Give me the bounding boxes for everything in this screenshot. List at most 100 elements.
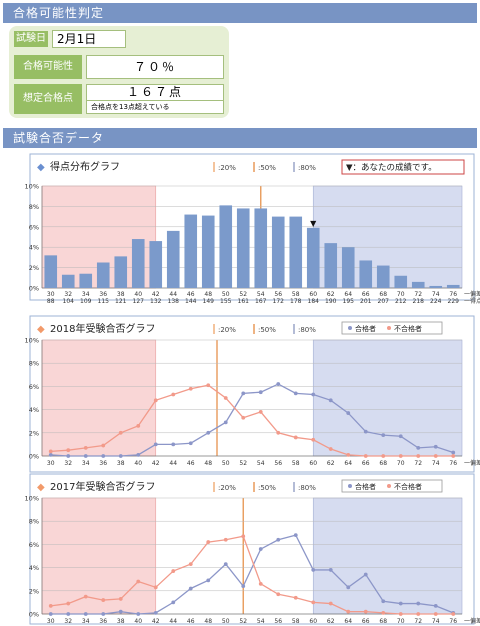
exam-date-value: 2月1日 <box>52 30 126 48</box>
bar-36 <box>96 262 110 288</box>
point-合格者-46-2 <box>188 586 193 591</box>
point-合格者-38-2 <box>118 609 123 614</box>
chart-title-1: 2018年受験合否グラフ <box>50 322 155 335</box>
point-合格者-74-1 <box>433 444 438 449</box>
point-合格者-66-1 <box>363 429 368 434</box>
x-tick-30: 30 <box>47 291 55 298</box>
point-不合格者-68-2 <box>381 610 386 615</box>
bar-72 <box>411 281 425 288</box>
point-不合格者-64-2 <box>346 609 351 614</box>
x-tick-72: 72 <box>414 291 422 298</box>
point-不合格者-76-2 <box>451 612 456 616</box>
point-不合格者-52-2 <box>241 534 246 539</box>
point-合格者-60-1 <box>311 392 316 397</box>
legend-box-2 <box>341 479 443 493</box>
x-tick-1-46: 46 <box>187 460 195 467</box>
bar-56 <box>271 216 285 288</box>
x-tick-42: 42 <box>152 291 160 298</box>
y-tick-0-5: 10% <box>25 183 39 191</box>
y-tick-1-4: 8% <box>29 360 39 368</box>
point-不合格者-34-2 <box>83 594 88 599</box>
exam-date-label: 試験日 <box>14 31 48 47</box>
x-tick-2-64: 64 <box>344 618 352 625</box>
x-tick2-155: 155 <box>220 298 232 305</box>
bar-62 <box>324 243 338 288</box>
bar-60 <box>306 227 320 288</box>
x-tick2-212: 212 <box>395 298 407 305</box>
y-tick-2-4: 8% <box>29 518 39 526</box>
y-tick-2-0: 0% <box>29 611 39 619</box>
x-tick-1-70: 70 <box>397 460 405 467</box>
y-tick-2-5: 10% <box>25 495 39 503</box>
x-axis-label2: 一得点 <box>464 297 480 305</box>
bar-66 <box>359 260 373 288</box>
x-tick-1-62: 62 <box>327 460 335 467</box>
legend-pass-1: 合格者 <box>355 324 376 333</box>
page-title: 合格可能性判定 <box>13 6 105 20</box>
x-tick-76: 76 <box>449 291 457 298</box>
bar-54 <box>254 208 268 288</box>
x-tick-2-30: 30 <box>47 618 55 625</box>
point-合格者-64-1 <box>346 411 351 415</box>
x-tick-46: 46 <box>187 291 195 298</box>
x-tick-1-66: 66 <box>362 460 370 467</box>
x-tick-2-60: 60 <box>309 618 317 625</box>
bar-32 <box>61 274 75 288</box>
point-不合格者-50-2 <box>223 537 228 542</box>
y-tick-1-5: 10% <box>25 337 39 345</box>
point-合格者-46-1 <box>188 441 193 446</box>
x-tick-34: 34 <box>82 291 90 298</box>
point-合格者-42-1 <box>153 442 158 447</box>
point-不合格者-54-2 <box>258 581 263 586</box>
x-tick2-207: 207 <box>378 298 390 305</box>
point-不合格者-38-1 <box>118 430 123 435</box>
point-不合格者-52-1 <box>241 415 246 420</box>
x-tick-38: 38 <box>117 291 125 298</box>
point-不合格者-54-1 <box>258 410 263 414</box>
point-合格者-30-1 <box>48 452 53 457</box>
y-tick-0-4: 8% <box>29 203 39 211</box>
point-合格者-50-1 <box>223 420 228 425</box>
point-不合格者-68-1 <box>381 454 386 458</box>
x-tick-2-58: 58 <box>292 618 300 625</box>
point-合格者-38-1 <box>118 454 123 458</box>
x-tick-1-58: 58 <box>292 460 300 467</box>
high-zone-1 <box>312 339 463 457</box>
series-line-合格者-1 <box>50 383 454 457</box>
point-合格者-30-2 <box>48 612 53 616</box>
x-tick-2-76: 76 <box>449 618 457 625</box>
x-tick-1-56: 56 <box>274 460 282 467</box>
series-line-不合格者-2 <box>50 535 454 615</box>
point-合格者-48-1 <box>206 430 211 435</box>
bar-34 <box>79 273 93 288</box>
legend-fail-dot-1 <box>387 326 391 330</box>
x-tick2-109: 109 <box>80 298 92 305</box>
low-zone-1 <box>41 339 157 457</box>
bar-48 <box>201 215 215 288</box>
x-tick2-104: 104 <box>63 298 75 305</box>
point-不合格者-48-1 <box>206 383 211 388</box>
x-tick-44: 44 <box>169 291 177 298</box>
point-不合格者-44-2 <box>171 569 176 573</box>
x-tick-1-42: 42 <box>152 460 160 467</box>
point-合格者-74-2 <box>433 603 438 608</box>
x-tick-1-34: 34 <box>82 460 90 467</box>
x-tick-2-54: 54 <box>257 618 265 625</box>
x-tick2-161: 161 <box>238 298 250 305</box>
point-不合格者-70-1 <box>398 454 403 458</box>
point-不合格者-62-1 <box>328 447 333 451</box>
x-tick-2-42: 42 <box>152 618 160 625</box>
point-不合格者-60-1 <box>311 437 316 442</box>
point-不合格者-46-2 <box>188 562 193 567</box>
x-tick-2-74: 74 <box>432 618 440 625</box>
point-不合格者-46-1 <box>188 386 193 391</box>
point-合格者-32-1 <box>66 454 71 458</box>
point-不合格者-40-1 <box>136 423 141 428</box>
x-tick-54: 54 <box>257 291 265 298</box>
point-合格者-36-1 <box>101 454 106 458</box>
point-合格者-54-2 <box>258 547 263 551</box>
point-合格者-72-1 <box>416 445 421 450</box>
x-tick-1-50: 50 <box>222 460 230 467</box>
x-tick-1-72: 72 <box>414 460 422 467</box>
marker-label-2-2: :80% <box>298 484 316 492</box>
